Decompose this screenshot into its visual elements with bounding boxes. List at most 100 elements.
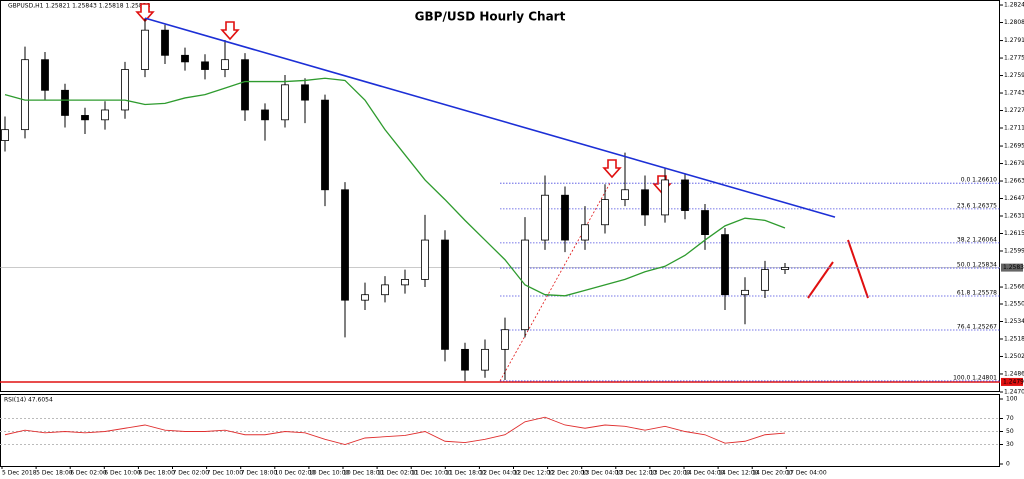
x-tick-label: 10 Dec 02:00: [275, 470, 316, 477]
x-tick-label: 14 Dec 12:00: [718, 470, 759, 477]
support-tag: [1001, 377, 1023, 386]
x-tick-label: 11 Dec 18:00: [445, 470, 486, 477]
x-tick-label: 11 Dec 10:00: [411, 470, 452, 477]
x-tick-label: 5 Dec 18:00: [36, 470, 73, 477]
fib-diagonal: [499, 183, 611, 382]
header: GBPUSD,H1 1.25821 1.25843 1.25818 1.2583…: [8, 3, 150, 10]
x-tick-label: 13 Dec 04:00: [582, 470, 623, 477]
candle-body: [681, 179, 689, 211]
price-panel: [0, 0, 1000, 392]
fib-label: 38.2 1.26064: [957, 236, 997, 243]
candle-body: [781, 266, 789, 270]
candle-body: [161, 29, 169, 56]
y-tick-label: 1.26150: [1004, 230, 1024, 237]
y-tick-label: 1.28240: [1004, 2, 1024, 9]
candle-body: [641, 189, 649, 216]
candle-body: [741, 289, 749, 296]
candle-body: [601, 199, 609, 226]
candle-body: [101, 109, 109, 121]
x-tick-label: 12 Dec 04:00: [479, 470, 520, 477]
y-tick-label: 0: [1006, 461, 1010, 468]
y-tick-label: 1.26310: [1004, 213, 1024, 220]
y-tick-label: 1.25505: [1004, 301, 1024, 308]
y-tick-label: 1.27915: [1004, 37, 1024, 44]
y-tick-label: 1.27595: [1004, 72, 1024, 79]
x-tick-label: 14 Dec 20:00: [752, 470, 793, 477]
candle-body: [581, 224, 589, 241]
candle-body: [661, 179, 669, 216]
candle-body: [721, 234, 729, 296]
y-tick-label: 1.25025: [1004, 353, 1024, 360]
x-tick-label: 5 Dec 2018: [2, 470, 37, 477]
candle-body: [241, 59, 249, 111]
y-tick-label: 1.26630: [1004, 178, 1024, 185]
candle-body: [461, 348, 469, 371]
trendline: [144, 17, 836, 218]
candle-body: [121, 69, 129, 111]
candle-body: [201, 61, 209, 70]
moving-average: [4, 77, 786, 297]
candle-body: [541, 194, 549, 241]
y-tick-label: 1.27755: [1004, 55, 1024, 62]
y-tick-label: 1.25345: [1004, 318, 1024, 325]
price-tag-label: 1.25838: [1003, 264, 1024, 271]
fib-label: 0.0 1.26610: [961, 177, 997, 184]
candle-body: [1, 129, 9, 141]
candle-body: [761, 269, 769, 291]
x-tick-label: 6 Dec 18:00: [138, 470, 175, 477]
candle-body: [41, 59, 49, 91]
x-tick-label: 11 Dec 02:00: [377, 470, 418, 477]
chart-title: GBP/USD Hourly Chart: [415, 10, 566, 24]
fib-label: 23.6 1.26375: [957, 202, 997, 209]
y-tick-label: 1.27115: [1004, 125, 1024, 132]
y-tick-label: 1.26950: [1004, 143, 1024, 150]
candle-body: [301, 84, 309, 101]
y-tick-label: 1.25660: [1004, 284, 1024, 291]
rsi-panel: [0, 394, 1000, 467]
candle-body: [501, 329, 509, 350]
x-tick-label: 7 Dec 18:00: [241, 470, 278, 477]
candle-body: [141, 29, 149, 70]
y-tick-label: 1.27435: [1004, 90, 1024, 97]
y-tick-label: 1.26790: [1004, 160, 1024, 167]
y-tick-label: 1.24865: [1004, 370, 1024, 377]
y-tick-label: 1.26470: [1004, 195, 1024, 202]
x-tick-label: 10 Dec 10:00: [309, 470, 350, 477]
candle-body: [361, 294, 369, 301]
fib-label: 50.0 1.25834: [957, 262, 997, 269]
projection-line: [847, 239, 869, 299]
projection: [807, 239, 869, 299]
candle-body: [81, 115, 89, 121]
y-tick-label: 100: [1006, 396, 1018, 403]
y-tick-label: 1.25185: [1004, 335, 1024, 342]
y-tick-label: 1.27275: [1004, 107, 1024, 114]
arrows: [135, 3, 672, 195]
arrow: [135, 3, 155, 23]
candle-body: [381, 284, 389, 296]
x-tick-label: 12 Dec 12:00: [514, 470, 555, 477]
y-tick-label: 1.25990: [1004, 247, 1024, 254]
x-tick-label: 14 Dec 04:00: [684, 470, 725, 477]
support-tag-label: 1.24792: [1003, 378, 1024, 385]
x-tick-label: 17 Dec 04:00: [786, 470, 827, 477]
x-tick-label: 6 Dec 02:00: [70, 470, 107, 477]
candle-body: [441, 239, 449, 350]
candle-body: [481, 348, 489, 371]
x-tick-label: 13 Dec 12:00: [616, 470, 657, 477]
candle-body: [221, 59, 229, 70]
candle-body: [421, 239, 429, 280]
candle-body: [561, 194, 569, 241]
candle-body: [261, 109, 269, 121]
x-tick-label: 6 Dec 10:00: [104, 470, 141, 477]
candle-body: [21, 59, 29, 131]
candle-body: [401, 279, 409, 286]
y-tick-label: 1.28080: [1004, 19, 1024, 26]
y-tick-label: 30: [1006, 441, 1014, 448]
rsi-label: RSI(14) 47.6054: [4, 397, 53, 404]
fib-label: 61.8 1.25578: [957, 290, 997, 297]
arrow: [220, 21, 240, 41]
x-tick-label: 13 Dec 20:00: [650, 470, 691, 477]
y-tick-label: 50: [1006, 428, 1014, 435]
